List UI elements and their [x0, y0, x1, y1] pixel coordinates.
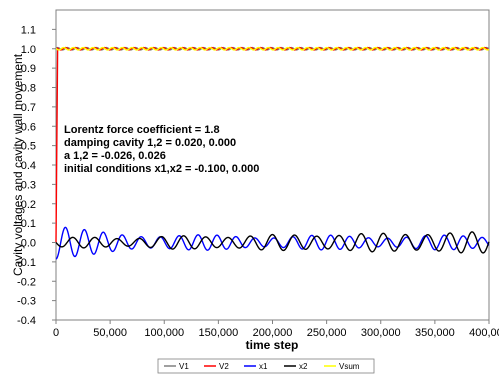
x-axis-label: time step	[246, 338, 299, 352]
x-tick-label: 50,000	[93, 327, 127, 339]
y-tick-label: 1.1	[21, 24, 36, 36]
y-tick-label: 0.2	[21, 199, 36, 211]
legend-label-v2: V2	[219, 362, 229, 371]
x-tick-label: 100,000	[144, 327, 184, 339]
legend: V1 V2 x1 x2 Vsum	[157, 358, 375, 374]
annotation-lorentz: Lorentz force coefficient = 1.8	[64, 124, 220, 136]
y-tick-label: -0.2	[17, 276, 36, 288]
y-axis: -0.4 -0.3 -0.2 -0.1 0.0 0.1 0.2 0.3 0.4 0.5 0.6 0.7…	[17, 24, 56, 327]
x-tick-label: 300,000	[361, 327, 401, 339]
series-x1-line	[55, 226, 490, 260]
annotation-a: a 1,2 = -0.026, 0.026	[64, 150, 166, 162]
series-vsum-line	[55, 46, 490, 51]
y-tick-label: 0.4	[21, 160, 36, 172]
y-tick-label: 0.9	[21, 63, 36, 75]
x-axis: 0 50,000 100,000 150,000 200,000 250,000 300,0…	[53, 320, 499, 339]
y-tick-label: -0.1	[17, 257, 36, 269]
y-tick-label: -0.3	[17, 296, 36, 308]
series-layer	[55, 46, 490, 260]
legend-label-vsum: Vsum	[339, 362, 360, 371]
annotation-damping: damping cavity 1,2 = 0.020, 0.000	[64, 137, 236, 149]
y-tick-label: 1.0	[21, 44, 36, 56]
legend-label-v1: V1	[179, 362, 189, 371]
x-tick-label: 250,000	[307, 327, 347, 339]
annotation-block: Lorentz force coefficient = 1.8 damping …	[64, 124, 259, 175]
y-tick-label: 0.5	[21, 141, 36, 153]
y-tick-label: 0.3	[21, 179, 36, 191]
y-tick-label: 0.7	[21, 102, 36, 114]
x-tick-label: 200,000	[253, 327, 293, 339]
annotation-initial: initial conditions x1,x2 = -0.100, 0.000	[64, 163, 259, 175]
y-tick-label: 0.1	[21, 218, 36, 230]
x-tick-label: 150,000	[198, 327, 238, 339]
legend-label-x1: x1	[259, 362, 268, 371]
plot-area	[55, 9, 490, 321]
y-tick-label: 0.0	[21, 238, 36, 250]
x-tick-label: 350,000	[415, 327, 455, 339]
series-x2-line	[55, 231, 490, 254]
y-tick-label: 0.8	[21, 83, 36, 95]
x-tick-label: 400,000	[469, 327, 499, 339]
y-tick-label: -0.4	[17, 315, 36, 327]
y-axis-label: Cavity voltages and cavity wall movement	[11, 53, 25, 276]
legend-box	[157, 358, 375, 374]
x-tick-label: 0	[53, 327, 59, 339]
y-tick-label: 0.6	[21, 121, 36, 133]
legend-label-x2: x2	[299, 362, 308, 371]
